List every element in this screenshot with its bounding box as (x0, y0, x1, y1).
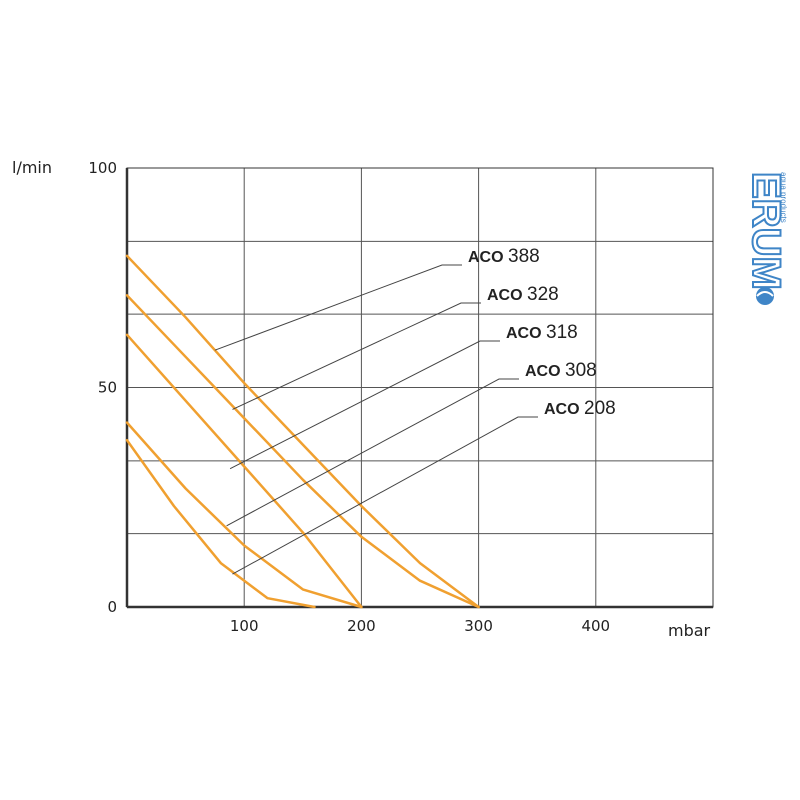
x-tick-label: 300 (464, 617, 493, 635)
series-curve (125, 254, 480, 609)
series-label: ACO 308 (525, 360, 597, 381)
logo-brand-text: ERUM (744, 172, 788, 290)
series-label-prefix: ACO (544, 401, 584, 418)
series-leader-line (214, 264, 462, 351)
logo-tagline-text: aqua products (779, 172, 788, 223)
y-axis-ticks: 0 50 100 (88, 159, 117, 616)
series-curves (125, 254, 480, 609)
x-axis-label: mbar (668, 621, 711, 640)
series-label-model: 388 (508, 246, 540, 267)
x-tick-label: 200 (347, 617, 376, 635)
logo-drop-icon (756, 287, 774, 305)
series-label: ACO 328 (487, 284, 559, 305)
series-label-prefix: ACO (525, 363, 565, 380)
y-tick-label: 50 (98, 379, 117, 397)
series-label-prefix: ACO (468, 249, 508, 266)
chart-frame (125, 167, 714, 609)
chart-grid (127, 168, 713, 607)
series-curve (125, 333, 363, 609)
erum-logo: ERUM aqua products (743, 171, 789, 305)
series-curve (125, 294, 480, 609)
series-label-model: 208 (584, 398, 616, 419)
y-axis-label: l/min (12, 158, 52, 177)
series-label-model: 318 (546, 322, 578, 343)
series-leader-line (232, 302, 481, 410)
x-tick-label: 400 (581, 617, 610, 635)
series-curve (125, 438, 316, 609)
series-label: ACO 318 (506, 322, 578, 343)
y-tick-label: 100 (88, 159, 117, 177)
series-label: ACO 388 (468, 246, 540, 267)
series-leader-lines (214, 264, 538, 575)
series-curve (125, 421, 363, 609)
series-label: ACO 208 (544, 398, 616, 419)
series-label-prefix: ACO (487, 287, 527, 304)
logo-wave-icon (756, 291, 774, 297)
series-leader-line (229, 340, 500, 470)
series-label-model: 308 (565, 360, 597, 381)
y-tick-label: 0 (107, 598, 117, 616)
x-axis-ticks: 100 200 300 400 (230, 617, 610, 635)
series-leader-line (232, 416, 538, 575)
x-tick-label: 100 (230, 617, 259, 635)
series-label-model: 328 (527, 284, 559, 305)
series-leader-line (226, 378, 519, 527)
series-label-prefix: ACO (506, 325, 546, 342)
